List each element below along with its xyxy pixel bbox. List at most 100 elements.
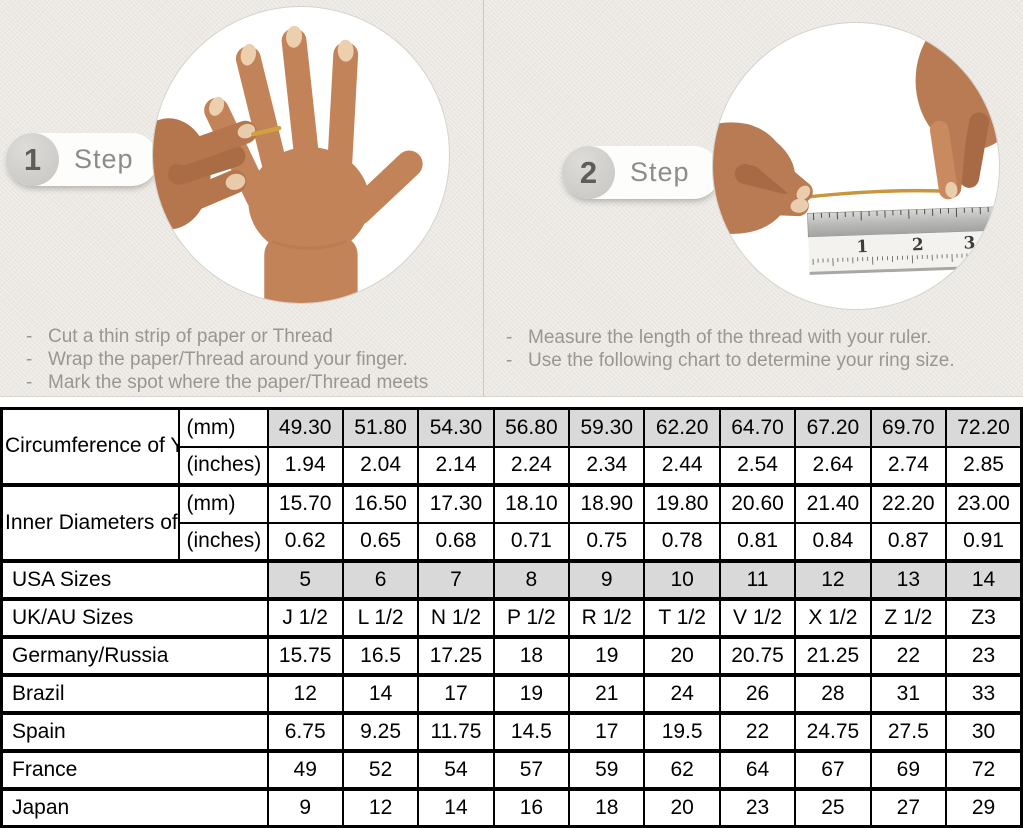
ruler-illustration: 1 2 3 [807, 206, 999, 275]
value-cell: 12 [341, 786, 420, 828]
ruler-number-3: 3 [963, 232, 975, 252]
table-row: (inches) 0.62 0.65 0.68 0.71 0.75 0.78 0.81 0.84… [2, 521, 1023, 562]
value-cell: 2.04 [341, 445, 420, 486]
value-cell: 0.65 [341, 521, 420, 562]
instruction-section: 1 Step 2 Step [0, 0, 1023, 397]
value-cell: 24.75 [794, 710, 872, 752]
value-cell: 14 [417, 786, 495, 828]
size-system-label: France [0, 748, 269, 790]
value-cell: 64 [718, 748, 797, 790]
value-cell: 0.87 [869, 521, 948, 562]
value-cell: 19 [492, 672, 571, 714]
value-cell: 24 [643, 672, 721, 714]
value-cell: 0.71 [492, 521, 571, 562]
value-cell: 0.75 [568, 521, 646, 562]
value-cell: N 1/2 [417, 596, 495, 638]
value-cell: 7 [417, 558, 495, 600]
instruction-line: - Wrap the paper/Thread around your fing… [26, 348, 428, 371]
value-cell: 21.25 [794, 634, 872, 676]
value-cell: 18 [568, 786, 646, 828]
step1-instructions: - Cut a thin strip of paper or Thread - … [26, 325, 428, 394]
value-cell: 28 [794, 672, 872, 714]
value-cell: 31 [869, 672, 948, 714]
value-cell: 18.90 [568, 482, 646, 524]
table-row: Germany/Russia 15.75 16.5 17.25 18 19 20 20.75 2… [0, 634, 1023, 676]
value-cell: 59.30 [568, 407, 646, 448]
ring-size-table-body: Circumference of Your Finger(mm)49.3051.… [0, 407, 1023, 828]
value-cell: 67 [794, 748, 872, 790]
value-cell: 9 [568, 558, 646, 600]
step1-photo [152, 6, 450, 304]
value-cell: X 1/2 [794, 596, 872, 638]
value-cell: 2.14 [417, 445, 495, 486]
value-cell: 69 [869, 748, 948, 790]
value-cell: V 1/2 [718, 596, 797, 638]
fingernails [209, 25, 354, 116]
value-cell: 0.62 [266, 521, 344, 562]
value-cell: 23 [945, 634, 1023, 676]
value-cell: 16 [492, 786, 571, 828]
instruction-text: Wrap the paper/Thread around your finger… [48, 349, 408, 370]
thread-measuring-illustration: 1 2 3 [713, 23, 999, 275]
value-cell: 33 [945, 672, 1023, 714]
ruler-number-1: 1 [856, 236, 868, 256]
table-row: Japan 9 12 14 16 18 20 23 25 27 29 [0, 786, 1023, 828]
instruction-text: Use the following chart to determine you… [528, 350, 955, 371]
instruction-line: - Cut a thin strip of paper or Thread [26, 325, 428, 348]
value-cell: 5 [266, 558, 344, 600]
table-row: Brazil 12 14 17 19 21 24 26 28 31 33 [0, 672, 1023, 714]
value-cell: 67.20 [794, 407, 872, 448]
value-cell: 0.84 [794, 521, 872, 562]
value-cell: 0.68 [417, 521, 495, 562]
value-cell: 0.91 [945, 521, 1023, 562]
value-cell: 16.50 [341, 482, 420, 524]
row-group-label: Inner Diameters of Rings [0, 482, 180, 562]
table-row: France 49 52 54 57 59 62 64 67 69 72 [0, 748, 1023, 790]
instruction-line: - Mark the spot where the paper/Thread m… [26, 371, 428, 394]
value-cell: 20.75 [718, 634, 797, 676]
value-cell: 6.75 [266, 710, 344, 752]
value-cell: 27 [869, 786, 948, 828]
value-cell: 62 [643, 748, 721, 790]
value-cell: 2.34 [568, 445, 646, 486]
value-cell: 18 [492, 634, 571, 676]
value-cell: 27.5 [869, 710, 948, 752]
value-cell: 17.30 [417, 482, 495, 524]
value-cell: 18.10 [492, 482, 571, 524]
value-cell: 30 [945, 710, 1023, 752]
value-cell: 22 [718, 710, 797, 752]
value-cell: 17.25 [417, 634, 495, 676]
value-cell: 22.20 [869, 482, 948, 524]
value-cell: 6 [341, 558, 420, 600]
step2-label: Step [630, 157, 690, 187]
step2-badge: 2 Step [562, 146, 720, 199]
value-cell: Z 1/2 [869, 596, 948, 638]
value-cell: 14 [945, 558, 1023, 600]
value-cell: 11 [718, 558, 797, 600]
value-cell: 56.80 [492, 407, 571, 448]
right-hand [915, 23, 999, 200]
value-cell: 16.5 [341, 634, 420, 676]
instruction-text: Measure the length of the thread with yo… [528, 327, 932, 348]
unit-cell: (mm) [177, 482, 269, 524]
value-cell: 62.20 [643, 407, 721, 448]
value-cell: 52 [341, 748, 420, 790]
value-cell: 2.64 [794, 445, 872, 486]
value-cell: 20 [643, 786, 721, 828]
value-cell: 14 [341, 672, 420, 714]
value-cell: 72 [945, 748, 1023, 790]
value-cell: 17 [417, 672, 495, 714]
size-system-label: Brazil [0, 672, 269, 714]
step2-number: 2 [562, 146, 615, 199]
value-cell: 64.70 [718, 407, 797, 448]
table-row: (inches) 1.94 2.04 2.14 2.24 2.34 2.44 2.54 2.64… [2, 445, 1023, 486]
value-cell: 57 [492, 748, 571, 790]
value-cell: 11.75 [417, 710, 495, 752]
gold-thread [798, 188, 956, 200]
value-cell: 1.94 [266, 445, 344, 486]
value-cell: 23 [718, 786, 797, 828]
unit-cell: (inches) [177, 445, 269, 486]
value-cell: 26 [718, 672, 797, 714]
table-row: USA Sizes 5 6 7 8 9 10 11 12 13 14 [0, 558, 1023, 600]
value-cell: 19 [568, 634, 646, 676]
